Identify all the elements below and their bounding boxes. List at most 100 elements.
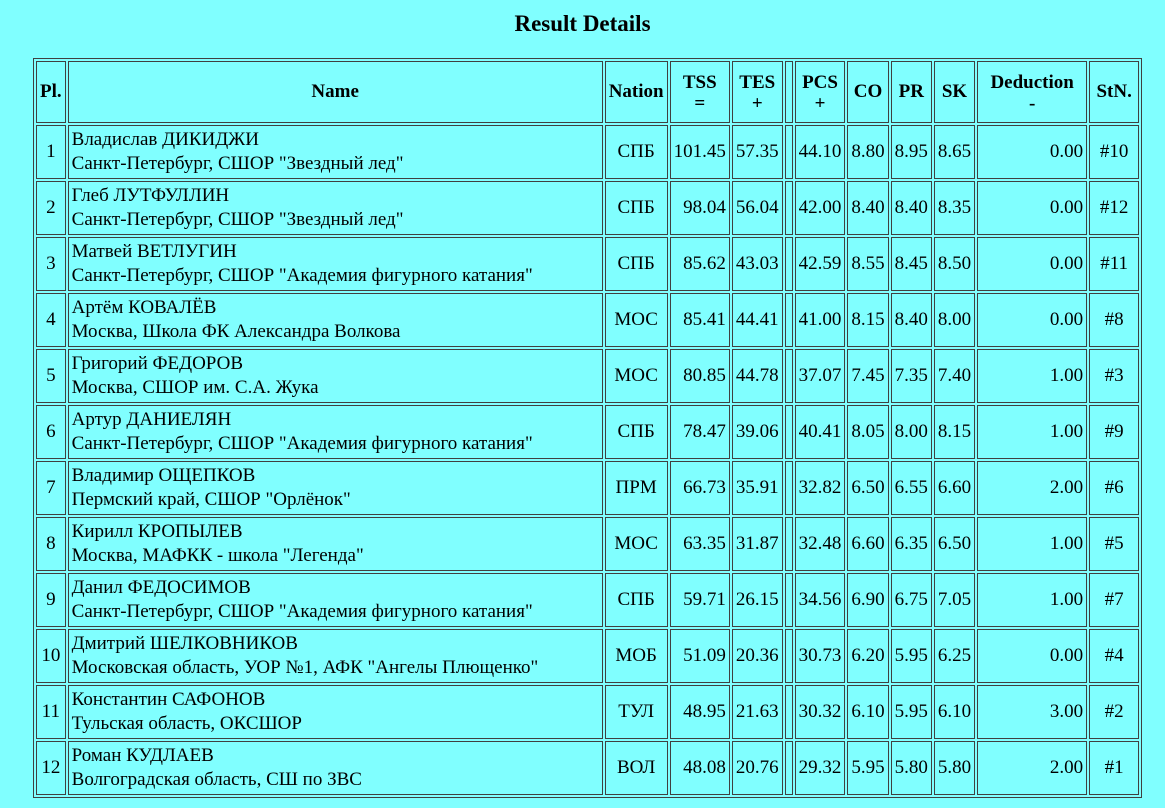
header-sk: SK — [933, 61, 976, 123]
table-row: 1 Владислав ДИКИДЖИ Санкт-Петербург, СШОР … — [36, 125, 1140, 179]
pr-cell: 8.40 — [890, 293, 932, 347]
stn-cell: #2 — [1089, 685, 1140, 739]
name-cell: Глеб ЛУТФУЛЛИН Санкт-Петербург, СШОР "Зве… — [67, 181, 603, 235]
place-cell: 10 — [36, 629, 66, 683]
header-pcs: PCS + — [794, 61, 846, 123]
athlete-name: Роман КУДЛАЕВ — [71, 745, 214, 766]
tss-cell: 101.45 — [669, 125, 730, 179]
spacer-cell — [784, 405, 793, 459]
header-deduction: Deduction - — [977, 61, 1088, 123]
stn-cell: #10 — [1089, 125, 1140, 179]
header-deduction-label: Deduction — [990, 71, 1074, 93]
pcs-cell: 30.73 — [794, 629, 846, 683]
name-cell: Григорий ФЕДОРОВ Москва, СШОР им. С.А. Жу… — [67, 349, 603, 403]
table-row: 2 Глеб ЛУТФУЛЛИН Санкт-Петербург, СШОР "Зв… — [36, 181, 1140, 235]
table-body: 1 Владислав ДИКИДЖИ Санкт-Петербург, СШОР … — [36, 125, 1140, 795]
header-pcs-symbol: + — [814, 92, 826, 114]
place-cell: 2 — [36, 181, 66, 235]
tss-cell: 98.04 — [669, 181, 730, 235]
deduction-cell: 0.00 — [977, 181, 1088, 235]
name-cell: Константин САФОНОВ Тульская область, ОКСШ… — [67, 685, 603, 739]
nation-cell: СПБ — [604, 573, 668, 627]
header-spacer — [784, 61, 793, 123]
table-row: 9 Данил ФЕДОСИМОВ Санкт-Петербург, СШОР "А… — [36, 573, 1140, 627]
sk-cell: 7.05 — [933, 573, 976, 627]
nation-cell: МОС — [604, 349, 668, 403]
place-cell: 9 — [36, 573, 66, 627]
athlete-club: Московская область, УОР №1, АФК "Ангелы … — [71, 657, 539, 678]
athlete-name: Кирилл КРОПЫЛЕВ — [71, 521, 243, 542]
pcs-cell: 32.48 — [794, 517, 846, 571]
nation-cell: ВОЛ — [604, 741, 668, 795]
pcs-cell: 30.32 — [794, 685, 846, 739]
stn-cell: #5 — [1089, 517, 1140, 571]
athlete-club: Санкт-Петербург, СШОР "Академия фигурног… — [71, 265, 533, 286]
place-cell: 6 — [36, 405, 66, 459]
athlete-name: Матвей ВЕТЛУГИН — [71, 241, 237, 262]
pcs-cell: 41.00 — [794, 293, 846, 347]
deduction-cell: 1.00 — [977, 349, 1088, 403]
athlete-name: Григорий ФЕДОРОВ — [71, 353, 243, 374]
athlete-club: Санкт-Петербург, СШОР "Звездный лед" — [71, 209, 404, 230]
name-cell: Роман КУДЛАЕВ Волгоградская область, СШ п… — [67, 741, 603, 795]
sk-cell: 8.15 — [933, 405, 976, 459]
name-cell: Артур ДАНИЕЛЯН Санкт-Петербург, СШОР "Ака… — [67, 405, 603, 459]
deduction-cell: 1.00 — [977, 517, 1088, 571]
pr-cell: 5.95 — [890, 629, 932, 683]
nation-cell: ПРМ — [604, 461, 668, 515]
tes-cell: 20.36 — [731, 629, 783, 683]
co-cell: 6.50 — [847, 461, 889, 515]
pr-cell: 7.35 — [890, 349, 932, 403]
table-row: 10 Дмитрий ШЕЛКОВНИКОВ Московская область,… — [36, 629, 1140, 683]
sk-cell: 8.00 — [933, 293, 976, 347]
co-cell: 8.80 — [847, 125, 889, 179]
nation-cell: СПБ — [604, 405, 668, 459]
athlete-name: Владимир ОЩЕПКОВ — [71, 465, 256, 486]
spacer-cell — [784, 237, 793, 291]
name-cell: Дмитрий ШЕЛКОВНИКОВ Московская область, У… — [67, 629, 603, 683]
name-cell: Кирилл КРОПЫЛЕВ Москва, МАФКК - школа "Ле… — [67, 517, 603, 571]
athlete-club: Санкт-Петербург, СШОР "Академия фигурног… — [71, 601, 533, 622]
athlete-club: Пермский край, СШОР "Орлёнок" — [71, 489, 351, 510]
deduction-cell: 0.00 — [977, 237, 1088, 291]
co-cell: 8.15 — [847, 293, 889, 347]
deduction-cell: 3.00 — [977, 685, 1088, 739]
sk-cell: 7.40 — [933, 349, 976, 403]
co-cell: 5.95 — [847, 741, 889, 795]
athlete-name: Артём КОВАЛЁВ — [71, 297, 217, 318]
tes-cell: 43.03 — [731, 237, 783, 291]
athlete-name: Константин САФОНОВ — [71, 689, 266, 710]
header-co: CO — [847, 61, 889, 123]
athlete-name: Данил ФЕДОСИМОВ — [71, 577, 251, 598]
tes-cell: 21.63 — [731, 685, 783, 739]
nation-cell: МОС — [604, 293, 668, 347]
pcs-cell: 42.59 — [794, 237, 846, 291]
tes-cell: 20.76 — [731, 741, 783, 795]
athlete-club: Москва, Школа ФК Александра Волкова — [71, 321, 401, 342]
pr-cell: 5.95 — [890, 685, 932, 739]
athlete-name: Глеб ЛУТФУЛЛИН — [71, 185, 230, 206]
place-cell: 1 — [36, 125, 66, 179]
tes-cell: 44.78 — [731, 349, 783, 403]
pr-cell: 6.55 — [890, 461, 932, 515]
header-tss-label: TSS — [682, 71, 717, 93]
sk-cell: 6.25 — [933, 629, 976, 683]
athlete-club: Тульская область, ОКСШОР — [71, 713, 302, 734]
tss-cell: 66.73 — [669, 461, 730, 515]
co-cell: 6.10 — [847, 685, 889, 739]
co-cell: 6.90 — [847, 573, 889, 627]
stn-cell: #1 — [1089, 741, 1140, 795]
spacer-cell — [784, 517, 793, 571]
place-cell: 5 — [36, 349, 66, 403]
place-cell: 7 — [36, 461, 66, 515]
athlete-club: Москва, МАФКК - школа "Легенда" — [71, 545, 364, 566]
pr-cell: 8.40 — [890, 181, 932, 235]
header-tss-symbol: = — [694, 92, 706, 114]
tes-cell: 44.41 — [731, 293, 783, 347]
place-cell: 8 — [36, 517, 66, 571]
athlete-name: Владислав ДИКИДЖИ — [71, 129, 259, 150]
header-place: Pl. — [36, 61, 66, 123]
nation-cell: СПБ — [604, 125, 668, 179]
athlete-club: Санкт-Петербург, СШОР "Академия фигурног… — [71, 433, 533, 454]
table-row: 3 Матвей ВЕТЛУГИН Санкт-Петербург, СШОР "А… — [36, 237, 1140, 291]
